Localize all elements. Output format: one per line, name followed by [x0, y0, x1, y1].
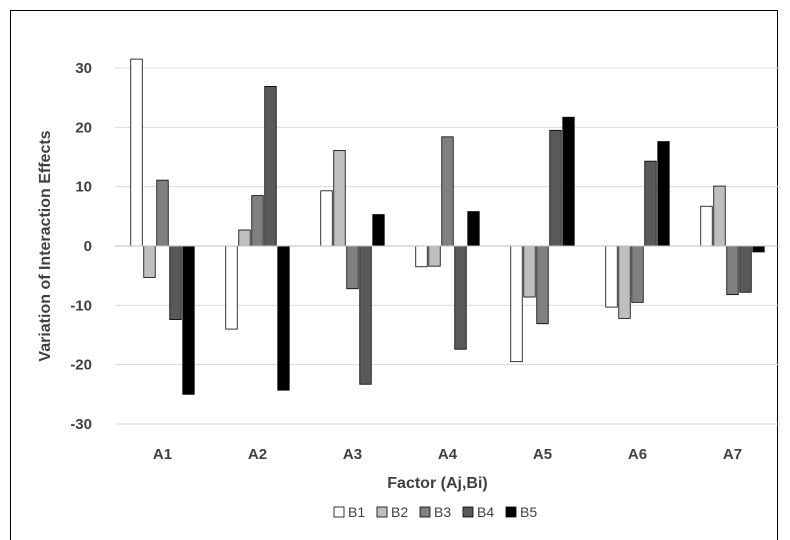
bar-a1-b3 [156, 179, 169, 247]
bar-a6-b5 [657, 141, 670, 247]
bar-a2-b4 [264, 85, 277, 247]
legend-swatch-b4 [462, 506, 474, 518]
bar-a5-b1 [510, 245, 523, 363]
legend-label-b3: B3 [434, 504, 451, 520]
bar-a3-b5 [372, 214, 385, 247]
bar-a4-b4 [454, 245, 467, 350]
bar-a5-b3 [536, 245, 549, 325]
x-tick-label: A7 [723, 446, 742, 463]
bar-a6-b3 [631, 245, 644, 303]
bar-a7-b5 [752, 245, 765, 253]
y-tick-label: 20 [75, 119, 92, 136]
bar-a7-b3 [726, 245, 739, 296]
y-tick-label: 30 [75, 60, 92, 77]
legend-swatch-b1 [333, 506, 345, 518]
bar-a4-b3 [441, 136, 454, 247]
x-tick-label: A6 [628, 446, 647, 463]
legend-label-b1: B1 [348, 504, 365, 520]
x-tick-labels: A1 A2 A3 A4 A5 A6 A7 [153, 446, 742, 463]
y-tick-label: 0 [84, 238, 92, 255]
bar-a3-b3 [346, 245, 359, 290]
legend: B1 B2 B3 B4 B5 [333, 504, 537, 520]
x-tick-label: A3 [343, 446, 362, 463]
legend-swatch-b5 [505, 506, 517, 518]
x-tick-label: A2 [248, 446, 267, 463]
legend-swatch-b3 [419, 506, 431, 518]
x-axis-title: Factor (Aj,Bi) [387, 475, 487, 492]
bar-a5-b2 [523, 245, 536, 298]
bar-a1-b4 [169, 245, 182, 320]
legend-swatch-b2 [376, 506, 388, 518]
x-tick-label: A4 [438, 446, 458, 463]
bar-a6-b1 [605, 245, 618, 308]
chart-frame [10, 10, 778, 540]
y-tick-label: -10 [70, 297, 92, 314]
bar-a7-b4 [739, 245, 752, 293]
bar-a1-b1 [130, 58, 143, 247]
y-axis-title: Variation of Interaction Effects [37, 130, 54, 361]
x-tick-label: A5 [533, 446, 552, 463]
y-tick-label: 10 [75, 179, 92, 196]
x-tick-label: A1 [153, 446, 172, 463]
bar-a1-b2 [143, 245, 156, 278]
bar-a3-b2 [333, 150, 346, 247]
bar-a2-b3 [251, 195, 264, 247]
y-tick-label: -20 [70, 357, 92, 374]
bar-a4-b2 [428, 245, 441, 267]
bar-a2-b5 [277, 245, 290, 391]
y-tick-labels: 30 20 10 0 -10 -20 -30 [70, 60, 92, 433]
bar-a1-b5 [182, 245, 195, 395]
bar-a4-b1 [415, 245, 428, 268]
bars [130, 58, 765, 395]
bar-a6-b4 [644, 160, 657, 247]
legend-label-b4: B4 [477, 504, 494, 520]
bar-a6-b2 [618, 245, 631, 319]
bar-a5-b5 [562, 116, 575, 247]
bar-a4-b5 [467, 211, 480, 247]
legend-label-b5: B5 [520, 504, 537, 520]
bar-a7-b2 [713, 185, 726, 247]
legend-label-b2: B2 [391, 504, 408, 520]
bar-a7-b1 [700, 205, 713, 247]
bar-a3-b4 [359, 245, 372, 385]
bar-a3-b1 [320, 190, 333, 247]
bar-a5-b4 [549, 129, 562, 247]
y-tick-label: -30 [70, 416, 92, 433]
bar-a2-b2 [238, 229, 251, 247]
bar-a2-b1 [225, 245, 238, 330]
